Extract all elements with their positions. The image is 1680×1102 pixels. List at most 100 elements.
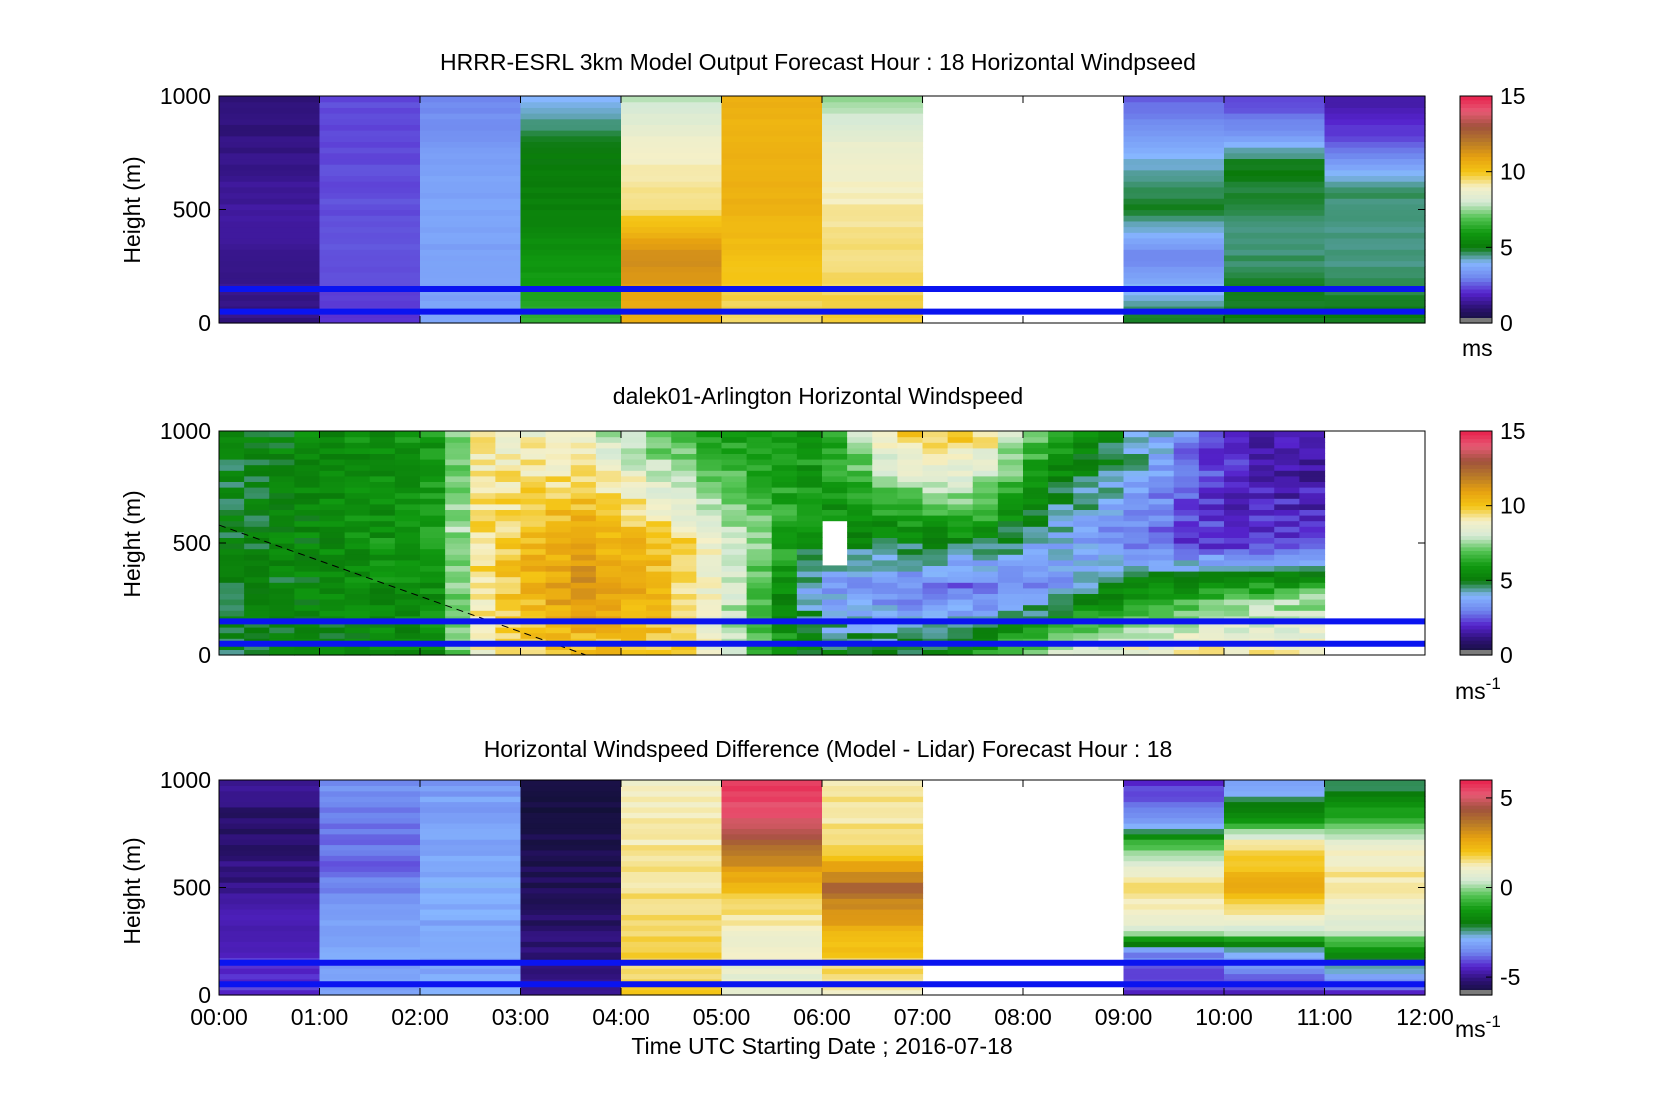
heatmap-cell — [1023, 649, 1049, 656]
heatmap-cell — [1299, 627, 1326, 634]
heatmap-cell — [545, 459, 572, 466]
heatmap-cell — [997, 627, 1024, 634]
heatmap-cell — [721, 537, 748, 544]
colorbar-segment — [1460, 490, 1492, 496]
heatmap-cell — [219, 643, 245, 650]
heatmap-cell — [1123, 431, 1150, 438]
heatmap-cell — [972, 587, 999, 594]
heatmap-cell — [746, 643, 773, 650]
panel-model-ylabel: Height (m) — [119, 156, 145, 263]
colorbar-segment — [1460, 479, 1492, 484]
heatmap-cell — [1198, 498, 1225, 505]
heatmap-cell — [822, 593, 848, 600]
heatmap-cell — [1123, 632, 1150, 639]
heatmap-cell — [1123, 610, 1150, 617]
heatmap-cell — [269, 503, 295, 510]
heatmap-cell — [420, 232, 522, 239]
heatmap-cell — [721, 801, 823, 808]
heatmap-cell — [621, 860, 723, 867]
heatmap-cell — [1249, 632, 1275, 639]
heatmap-cell — [1198, 442, 1225, 449]
heatmap-cell — [1173, 464, 1200, 471]
heatmap-cell — [545, 498, 572, 505]
heatmap-cell — [822, 475, 848, 482]
heatmap-cell — [1274, 565, 1300, 572]
heatmap-cell — [1123, 475, 1150, 482]
heatmap-cell — [319, 288, 421, 296]
heatmap-cell — [972, 582, 999, 589]
heatmap-cell — [696, 599, 723, 606]
heatmap-cell — [1324, 260, 1426, 267]
colorbar-segment — [1460, 812, 1492, 817]
heatmap-cell — [244, 503, 270, 510]
heatmap-cell — [219, 300, 321, 307]
heatmap-cell — [219, 587, 245, 594]
heatmap-cell — [746, 576, 773, 583]
heatmap-cell — [822, 141, 924, 148]
heatmap-cell — [319, 254, 421, 262]
heatmap-cell — [1048, 582, 1074, 589]
heatmap-cell — [1274, 475, 1300, 482]
heatmap-cell — [420, 876, 522, 883]
heatmap-cell — [671, 475, 697, 482]
heatmap-cell — [319, 632, 346, 639]
heatmap-cell — [319, 952, 421, 958]
heatmap-cell — [420, 124, 522, 131]
heatmap-cell — [621, 790, 723, 797]
heatmap-cell — [1123, 952, 1225, 958]
heatmap-cell — [445, 447, 471, 454]
heatmap-cell — [595, 431, 622, 438]
heatmap-cell — [621, 442, 647, 449]
heatmap-cell — [1173, 431, 1200, 438]
heatmap-cell — [721, 509, 748, 516]
heatmap-cell — [420, 866, 522, 872]
heatmap-cell — [219, 621, 245, 628]
heatmap-cell — [972, 481, 999, 488]
heatmap-cell — [922, 487, 949, 494]
heatmap-cell — [1123, 887, 1225, 894]
heatmap-cell — [470, 459, 496, 466]
heatmap-cell — [721, 101, 823, 108]
heatmap-cell — [1123, 175, 1225, 182]
heatmap-cell — [822, 968, 924, 975]
heatmap-cell — [1324, 226, 1426, 233]
heatmap-cell — [219, 152, 321, 160]
heatmap-cell — [1299, 604, 1326, 611]
colorbar-segment — [1460, 262, 1492, 267]
heatmap-cell — [495, 453, 522, 460]
heatmap-cell — [1299, 599, 1326, 606]
heatmap-cell — [746, 604, 773, 611]
heatmap-cell — [1224, 946, 1326, 953]
heatmap-cell — [570, 559, 597, 566]
heatmap-cell — [1324, 277, 1426, 284]
heatmap-cell — [344, 604, 371, 611]
x-axis-label: Time UTC Starting Date ; 2016-07-18 — [631, 1033, 1012, 1059]
heatmap-cell — [545, 492, 572, 499]
heatmap-cell — [621, 559, 647, 566]
heatmap-cell — [1224, 839, 1326, 846]
heatmap-cell — [244, 604, 270, 611]
heatmap-cell — [219, 554, 245, 561]
heatmap-cell — [621, 459, 647, 466]
heatmap-cell — [520, 311, 622, 318]
heatmap-cell — [1249, 498, 1275, 505]
heatmap-cell — [1224, 849, 1326, 856]
heatmap-cell — [445, 554, 471, 561]
heatmap-cell — [1123, 785, 1225, 792]
heatmap-cell — [219, 812, 321, 819]
heatmap-cell — [972, 492, 999, 499]
colorbar-segment — [1460, 959, 1492, 964]
heatmap-cell — [420, 442, 446, 449]
panel-difference-title: Horizontal Windspeed Difference (Model -… — [484, 736, 1173, 762]
heatmap-cell — [1123, 254, 1225, 262]
heatmap-cell — [621, 317, 723, 324]
heatmap-cell — [319, 294, 421, 301]
heatmap-cell — [420, 130, 522, 137]
heatmap-cell — [495, 481, 522, 488]
heatmap-cell — [1224, 254, 1326, 262]
colorbar-segment — [1460, 468, 1492, 473]
heatmap-cell — [1023, 632, 1049, 639]
heatmap-cell — [972, 431, 999, 438]
heatmap-cell — [1048, 531, 1074, 538]
